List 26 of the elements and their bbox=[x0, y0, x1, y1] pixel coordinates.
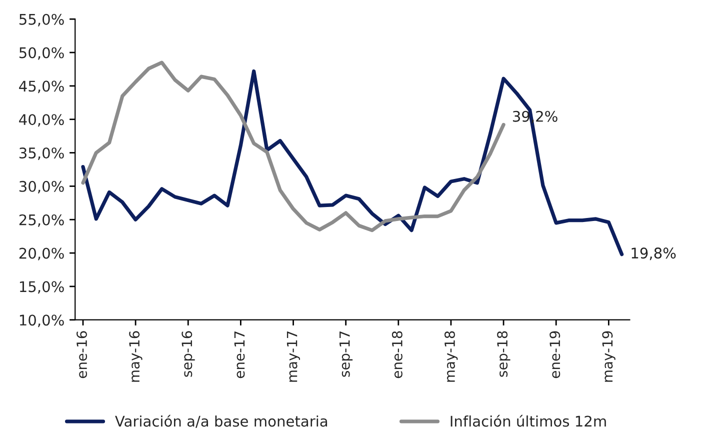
y-tick-label: 55,0% bbox=[19, 14, 64, 26]
y-tick-label: 25,0% bbox=[19, 214, 64, 227]
legend-label: Variación a/a base monetaria bbox=[115, 414, 328, 428]
y-tick-label: 45,0% bbox=[19, 80, 64, 94]
y-tick-label: 40,0% bbox=[19, 114, 64, 127]
line-series bbox=[81, 60, 506, 232]
y-tick-label: 20,0% bbox=[19, 248, 64, 260]
x-tick-label: ene-17 bbox=[234, 331, 245, 378]
x-tick-label: ene-19 bbox=[550, 331, 560, 378]
x-tick-label: may-18 bbox=[444, 331, 458, 382]
line-series bbox=[81, 69, 624, 256]
x-tick-label: may-16 bbox=[129, 331, 142, 382]
data-label: 19,8% bbox=[632, 248, 676, 260]
y-tick-label: 30,0% bbox=[19, 180, 64, 194]
x-tick-label: ene-16 bbox=[76, 331, 88, 378]
legend-label: Inflación últimos 12m bbox=[450, 414, 606, 427]
y-tick-label: 15,0% bbox=[20, 281, 64, 294]
y-tick-label: 50,0% bbox=[19, 47, 64, 60]
x-tick-label: sep-16 bbox=[182, 331, 195, 377]
x-tick-label: may-19 bbox=[602, 331, 616, 382]
x-tick-label: ene-18 bbox=[392, 331, 402, 378]
x-tick-label: sep-17 bbox=[340, 331, 353, 377]
x-tick-label: sep-18 bbox=[497, 331, 510, 377]
y-tick-label: 10,0% bbox=[20, 314, 64, 328]
y-tick-label: 35,0% bbox=[19, 147, 64, 160]
x-tick-label: may-17 bbox=[286, 331, 300, 382]
